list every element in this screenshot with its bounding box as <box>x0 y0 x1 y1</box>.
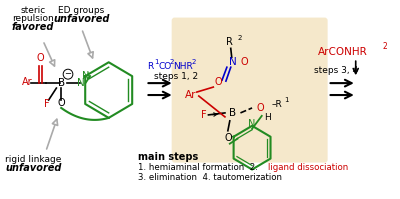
Text: –R: –R <box>272 100 282 109</box>
Text: R: R <box>226 37 233 47</box>
Text: ArCONHR: ArCONHR <box>318 47 368 57</box>
Text: R: R <box>148 62 154 71</box>
Text: N: N <box>229 57 236 67</box>
Text: steps 3, 4: steps 3, 4 <box>314 66 358 75</box>
Text: CO: CO <box>158 62 171 71</box>
Text: unfavored: unfavored <box>53 14 110 24</box>
Text: O: O <box>240 57 248 67</box>
Text: F: F <box>201 110 206 120</box>
Text: O: O <box>224 133 232 143</box>
Text: favored: favored <box>12 21 54 32</box>
Text: N: N <box>248 119 256 129</box>
FancyBboxPatch shape <box>172 18 328 163</box>
Text: ligand dissociation: ligand dissociation <box>268 163 348 172</box>
Text: O: O <box>58 98 65 108</box>
Text: 2: 2 <box>382 42 387 51</box>
Text: rigid linkage: rigid linkage <box>5 155 61 164</box>
Text: B: B <box>58 78 65 88</box>
Text: 2: 2 <box>192 59 196 65</box>
Text: F: F <box>44 99 50 109</box>
Text: O: O <box>256 103 264 113</box>
Text: O: O <box>36 53 44 63</box>
Text: O: O <box>214 77 222 87</box>
Text: H: H <box>264 113 271 122</box>
Text: N: N <box>77 78 84 88</box>
Text: 2: 2 <box>238 35 242 41</box>
Text: 1: 1 <box>154 59 159 65</box>
Text: steric: steric <box>20 6 46 15</box>
Text: steps 1, 2: steps 1, 2 <box>154 72 198 81</box>
Text: ED groups: ED groups <box>58 6 105 15</box>
Text: −: − <box>64 69 72 78</box>
Text: 1. hemiaminal formation  2.: 1. hemiaminal formation 2. <box>138 163 260 172</box>
Text: 1: 1 <box>284 97 288 103</box>
Text: Ar: Ar <box>22 77 32 87</box>
Text: Ar: Ar <box>185 90 197 100</box>
Text: 3. elimination  4. tautomerization: 3. elimination 4. tautomerization <box>138 174 282 182</box>
Text: N: N <box>82 71 89 81</box>
Text: unfavored: unfavored <box>5 163 61 173</box>
Text: NHR: NHR <box>174 62 193 71</box>
Text: 2: 2 <box>170 59 174 65</box>
Text: +: + <box>84 71 90 80</box>
Text: main steps: main steps <box>138 152 198 162</box>
Text: repulsion: repulsion <box>12 14 54 23</box>
Text: B: B <box>229 108 236 118</box>
